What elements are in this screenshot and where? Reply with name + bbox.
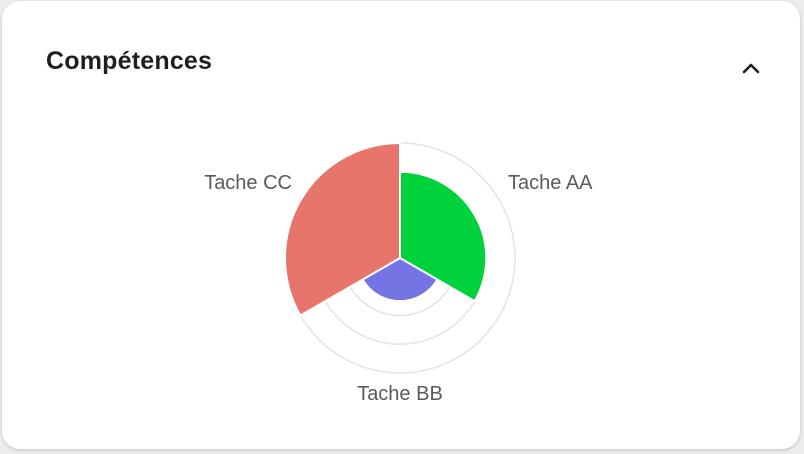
label-tache-cc: Tache CC: [204, 172, 292, 194]
label-tache-bb: Tache BB: [357, 383, 443, 405]
chart-labels: Tache AA Tache BB Tache CC: [204, 172, 593, 405]
collapse-button[interactable]: [734, 51, 768, 85]
label-tache-aa: Tache AA: [508, 172, 593, 194]
chevron-up-icon: [742, 63, 760, 74]
slice-tache-aa[interactable]: [399, 170, 488, 303]
chart-slices: [284, 142, 488, 317]
slice-tache-bb[interactable]: [361, 257, 439, 303]
slice-tache-cc[interactable]: [284, 142, 401, 317]
card-title: Compétences: [46, 47, 213, 75]
